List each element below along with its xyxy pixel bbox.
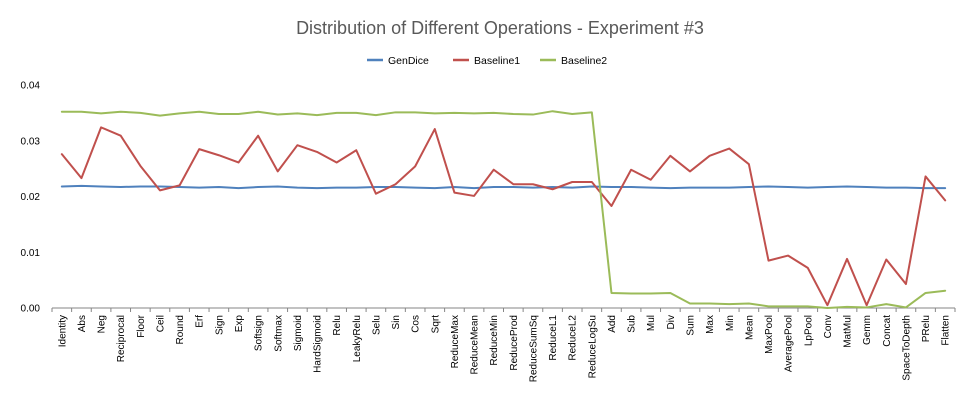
x-tick-label: Round <box>175 315 186 344</box>
x-tick-label: Erf <box>195 315 206 328</box>
x-tick-label: ReduceMean <box>470 315 481 374</box>
x-tick-label: Ceil <box>155 315 166 332</box>
legend-label: Baseline1 <box>474 55 520 67</box>
x-tick-label: ReduceMin <box>489 315 500 366</box>
series-line-baseline2 <box>60 110 947 309</box>
x-tick-label: Cos <box>411 315 422 333</box>
chart-title: Distribution of Different Operations - E… <box>296 18 704 38</box>
y-tick-label: 0.00 <box>21 304 41 315</box>
x-tick-label: Div <box>666 315 677 329</box>
x-tick-label: Abs <box>77 315 88 332</box>
x-tick-label: Sum <box>685 315 696 336</box>
x-tick-label: Floor <box>136 314 147 337</box>
legend: GenDice Baseline1 Baseline2 <box>367 55 607 67</box>
x-tick-label: Flatten <box>941 315 952 346</box>
x-tick-label: Sub <box>627 315 638 333</box>
x-tick-label: ReduceSumSq <box>528 315 539 382</box>
x-tick-label: ReduceL1 <box>548 315 559 361</box>
x-tick-label: Concat <box>882 315 893 347</box>
x-tick-label: Identity <box>57 315 68 347</box>
x-tick-label: Sin <box>391 315 402 329</box>
x-tick-label: ReduceL2 <box>568 315 579 361</box>
legend-label: Baseline2 <box>561 55 607 67</box>
x-tick-label: Gemm <box>862 315 873 345</box>
x-tick-label: Add <box>607 315 618 333</box>
x-tick-label: ReduceMax <box>450 315 461 368</box>
x-tick-label: Mean <box>744 315 755 340</box>
y-tick-label: 0.04 <box>21 81 41 92</box>
x-tick-label: Min <box>725 315 736 331</box>
x-tick-label: Reciprocal <box>116 315 127 362</box>
x-tick-label: Sigmoid <box>293 315 304 351</box>
x-tick-label: Sign <box>214 315 225 335</box>
x-tick-label: ReduceLogSu <box>587 315 598 378</box>
x-tick-label: PRelu <box>921 315 932 342</box>
x-tick-label: Max <box>705 315 716 334</box>
x-axis-ticks: Identity Abs Neg Reciprocal Floor Ceil Round Er… <box>51 308 956 382</box>
x-tick-label: Neg <box>97 315 108 333</box>
x-tick-label: SpaceToDepth <box>901 315 912 381</box>
x-tick-label: Exp <box>234 315 245 333</box>
x-tick-label: Softsign <box>254 315 265 351</box>
series-line-baseline1 <box>60 126 947 307</box>
x-tick-label: MaxPool <box>764 315 775 354</box>
x-tick-label: Selu <box>371 315 382 335</box>
y-tick-label: 0.02 <box>21 192 41 203</box>
series-line-gendice <box>60 184 947 190</box>
x-tick-label: Mul <box>646 315 657 331</box>
x-tick-label: AveragePool <box>784 315 795 372</box>
y-axis-ticks: 0.00 0.01 0.02 0.03 0.04 <box>21 81 41 315</box>
x-tick-label: Softmax <box>273 315 284 352</box>
y-tick-label: 0.03 <box>21 136 41 147</box>
x-tick-label: LeakyRelu <box>352 315 363 362</box>
x-tick-label: LpPool <box>803 315 814 346</box>
x-tick-label: Relu <box>332 315 343 336</box>
y-tick-label: 0.01 <box>21 248 41 259</box>
x-tick-label: ReduceProd <box>509 315 520 371</box>
legend-label: GenDice <box>388 55 429 67</box>
x-tick-label: Sqrt <box>430 315 441 334</box>
x-tick-label: HardSigmoid <box>313 315 324 373</box>
series-lines <box>60 110 947 309</box>
x-tick-label: Conv <box>823 315 834 338</box>
x-tick-label: MatMul <box>843 315 854 348</box>
